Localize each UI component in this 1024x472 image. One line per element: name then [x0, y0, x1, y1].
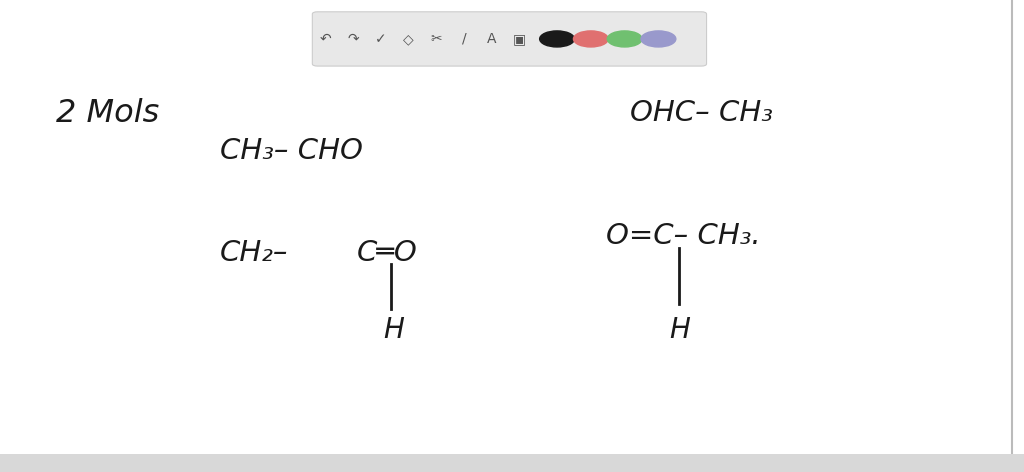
Circle shape	[573, 31, 608, 47]
Text: H: H	[383, 316, 403, 345]
Circle shape	[607, 31, 642, 47]
FancyBboxPatch shape	[312, 12, 707, 66]
Text: ↷: ↷	[347, 32, 359, 46]
Text: OHC– CH₃: OHC– CH₃	[630, 99, 773, 127]
Text: CH₂–: CH₂–	[220, 238, 289, 267]
Text: A: A	[486, 32, 497, 46]
Text: ↶: ↶	[319, 32, 332, 46]
Circle shape	[540, 31, 574, 47]
Text: ✂: ✂	[430, 32, 442, 46]
Text: /: /	[462, 32, 466, 46]
Text: H: H	[670, 316, 690, 345]
Text: 2 Mols: 2 Mols	[56, 98, 160, 129]
Bar	[0, 454, 1024, 472]
Text: C═O: C═O	[356, 238, 417, 267]
Text: ✓: ✓	[375, 32, 387, 46]
Text: O=C– CH₃.: O=C– CH₃.	[606, 222, 761, 250]
Text: ◇: ◇	[403, 32, 414, 46]
Text: ▣: ▣	[513, 32, 525, 46]
Text: CH₃– CHO: CH₃– CHO	[220, 137, 364, 165]
Circle shape	[641, 31, 676, 47]
